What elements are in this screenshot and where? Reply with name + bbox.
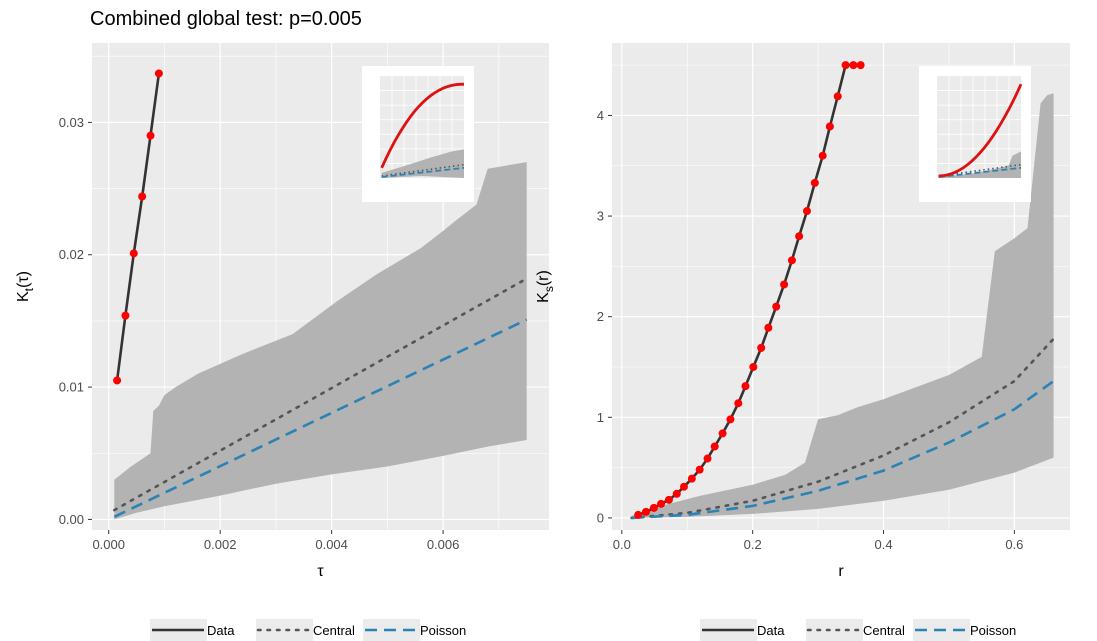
data-point [146,131,155,140]
panel-1: 0.000 0.002 0.004 0.0060.000.010.020.03τKt(… [15,43,549,641]
inset-plot [919,66,1031,202]
x-tick-label: 0.002 [204,537,237,552]
x-axis-title: τ [317,563,324,580]
envelope-band [631,93,1054,518]
data-point [703,454,712,463]
data-point [818,151,827,160]
data-point [121,311,130,320]
legend: Data Central Poisson [700,619,1016,641]
y-tick-label: 3 [597,209,604,224]
y-tick-label: 0 [597,510,604,525]
data-point [780,280,789,289]
data-point [795,232,804,241]
legend-label-poisson: Poisson [970,623,1016,638]
y-tick-label: 2 [597,309,604,324]
inset-plot [362,66,474,202]
data-point [856,61,865,70]
data-point [138,192,147,201]
data-point [764,323,773,332]
y-tick-label: 0.02 [59,247,84,262]
data-point [657,499,666,508]
y-axis-title-argument: (r) [535,270,552,286]
y-tick-label: 0.00 [59,512,84,527]
data-point [710,442,719,451]
y-tick-label: 4 [597,108,604,123]
data-point [825,122,834,131]
x-tick-label: 0.000 [92,537,125,552]
y-tick-label: 0.03 [59,115,84,130]
x-tick-label: 0.6 [1005,537,1023,552]
data-point [849,61,858,70]
inset-data-line [938,83,1023,178]
legend-label-data: Data [207,623,235,638]
y-axis-title-base: K [535,292,552,303]
data-point [113,376,122,385]
legend-label-data: Data [757,623,785,638]
legend: Data Central Poisson [150,619,466,641]
y-axis-title: Kt(τ) [15,271,36,302]
data-point [642,507,651,516]
data-point [734,399,743,408]
data-point [802,207,811,216]
data-line [115,73,161,381]
inset-data-line [380,82,465,169]
legend-label-poisson: Poisson [420,623,466,638]
legend-label-central: Central [863,623,905,638]
envelope-band [114,162,527,520]
y-axis-title-subscript: t [22,287,36,291]
data-point [772,302,781,311]
chart-title: Combined global test: p=0.005 [90,8,362,30]
y-tick-label: 1 [597,410,604,425]
data-point [129,249,138,258]
inset-poisson-line [381,166,465,178]
data-point [726,415,735,424]
poisson-line [631,380,1055,520]
data-point [741,382,750,391]
panel-2: 0.0 0.2 0.4 0.6 0 1 2 3 4 r Ks(r) Data Central Poisso… [535,43,1070,641]
data-point [841,61,850,70]
x-tick-label: 0.4 [874,537,892,552]
data-point [695,465,704,474]
inset-envelope-band [381,149,464,178]
data-point [679,482,688,491]
data-point [810,178,819,187]
data-point [687,474,696,483]
data-point [649,503,658,512]
inset-poisson-line [938,166,1022,178]
data-point [757,343,766,352]
data-point [718,429,727,438]
inset-central-line [381,163,465,177]
x-axis-title: r [838,563,844,580]
data-point [749,362,758,371]
inset-panel [937,76,1021,178]
x-tick-label: 0.006 [427,537,460,552]
inset-envelope-band [938,151,1021,178]
poisson-line [113,318,528,518]
legend-key-background [806,619,863,641]
y-axis-title-argument: (τ) [15,271,32,288]
y-tick-label: 0.01 [59,380,84,395]
data-point [634,510,643,519]
data-point [833,92,842,101]
x-tick-label: 0.004 [315,537,348,552]
central-line [630,337,1055,520]
y-axis-title-base: K [15,291,32,302]
x-tick-label: 0.0 [613,537,631,552]
y-axis-title: Ks(r) [535,270,556,303]
data-point [154,69,163,78]
legend-key-background [256,619,313,641]
data-point [787,256,796,265]
central-line [113,277,529,512]
y-axis-title-subscript: s [542,286,556,292]
legend-label-central: Central [313,623,355,638]
data-point [664,495,673,504]
x-tick-label: 0.2 [744,537,762,552]
data-point [672,489,681,498]
